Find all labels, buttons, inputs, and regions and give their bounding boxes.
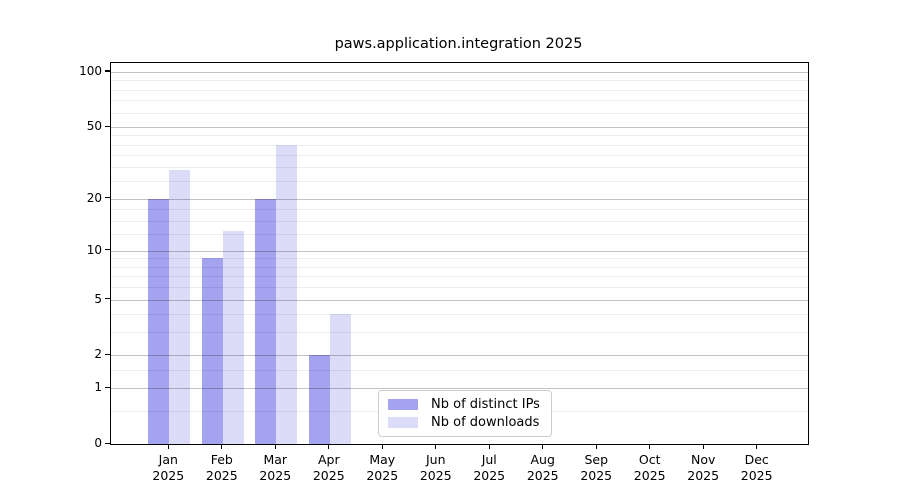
gridline-minor: [111, 220, 808, 222]
x-tick-label-dec: Dec 2025: [740, 452, 773, 483]
y-tick-mark: [105, 249, 110, 251]
legend-item-downloads: Nb of downloads: [388, 415, 542, 430]
chart-title: paws.application.integration 2025: [334, 36, 583, 52]
gridline-minor: [111, 234, 808, 236]
y-tick-label: 0: [94, 436, 102, 450]
x-tick-label-aug: Aug 2025: [526, 452, 559, 483]
gridline-minor: [111, 266, 808, 268]
gridline-minor: [111, 89, 808, 91]
x-tick-label-sep: Sep 2025: [580, 452, 613, 483]
y-tick-label: 5: [94, 291, 102, 306]
x-tick-mark: [167, 444, 169, 449]
x-tick-mark: [328, 444, 330, 449]
y-tick-mark: [105, 353, 110, 356]
y-tick-mark: [105, 386, 110, 388]
gridline-major: [111, 127, 808, 129]
x-tick-mark: [274, 444, 276, 449]
x-tick-label-may: May 2025: [366, 452, 399, 483]
bar-distinct-ips-feb: [201, 258, 223, 444]
bar-distinct-ips-apr: [308, 355, 330, 444]
x-tick-mark: [702, 444, 704, 449]
y-tick-mark: [105, 70, 110, 72]
gridline-major: [111, 71, 808, 73]
x-tick-label-oct: Oct 2025: [633, 452, 666, 483]
gridline-minor: [111, 80, 808, 82]
x-tick-mark: [381, 444, 383, 449]
plot-area: [110, 62, 809, 445]
gridline-major: [111, 388, 808, 390]
legend: Nb of distinct IPs Nb of downloads: [378, 390, 552, 437]
legend-swatch-downloads: [388, 417, 418, 428]
y-tick-mark: [105, 125, 110, 127]
x-tick-label-nov: Nov 2025: [687, 452, 720, 483]
y-tick-mark: [105, 442, 110, 444]
x-tick-mark: [595, 444, 597, 449]
x-tick-label-mar: Mar 2025: [259, 452, 292, 483]
bar-downloads-mar: [276, 144, 298, 444]
x-tick-label-feb: Feb 2025: [205, 452, 238, 483]
y-tick-label: 20: [86, 190, 102, 205]
y-tick-label: 50: [86, 119, 102, 134]
x-tick-mark: [542, 444, 544, 449]
x-tick-label-jan: Jan 2025: [152, 452, 185, 483]
gridline-minor: [111, 167, 808, 169]
y-tick-mark: [105, 197, 110, 199]
gridline-major: [111, 355, 808, 357]
gridline-minor: [111, 370, 808, 372]
gridline-major: [111, 198, 808, 200]
x-tick-mark: [756, 444, 758, 449]
x-tick-label-jun: Jun 2025: [419, 452, 452, 483]
x-tick-mark: [488, 444, 490, 449]
legend-label-downloads: Nb of downloads: [431, 415, 540, 430]
x-tick-mark: [435, 444, 437, 449]
gridline-minor: [111, 181, 808, 183]
y-tick-mark: [105, 298, 110, 300]
legend-swatch-distinct-ips: [388, 399, 418, 410]
gridline-minor: [111, 276, 808, 278]
gridline-minor: [111, 332, 808, 334]
bar-distinct-ips-jan: [148, 198, 170, 444]
gridline-minor: [111, 314, 808, 316]
legend-label-distinct-ips: Nb of distinct IPs: [431, 397, 540, 412]
x-tick-label-jul: Jul 2025: [473, 452, 506, 483]
y-tick-label: 1: [94, 380, 102, 395]
x-tick-mark: [221, 444, 223, 449]
bar-downloads-apr: [329, 314, 351, 444]
legend-item-distinct-ips: Nb of distinct IPs: [388, 397, 542, 412]
gridline-major: [111, 250, 808, 252]
gridline-minor: [111, 258, 808, 260]
gridline-major: [111, 299, 808, 301]
bar-distinct-ips-mar: [255, 198, 277, 444]
y-tick-label: 10: [86, 242, 102, 257]
gridline-minor: [111, 208, 808, 210]
gridline-minor: [111, 287, 808, 289]
y-tick-label: 100: [79, 63, 102, 78]
x-tick-mark: [649, 444, 651, 449]
gridline-minor: [111, 155, 808, 157]
gridline-minor: [111, 144, 808, 146]
bar-downloads-feb: [222, 231, 244, 444]
gridline-minor: [111, 100, 808, 102]
y-tick-label: 2: [94, 347, 102, 362]
bar-downloads-jan: [169, 169, 191, 444]
gridline-minor: [111, 135, 808, 137]
gridline-minor: [111, 112, 808, 114]
x-tick-label-apr: Apr 2025: [312, 452, 345, 483]
